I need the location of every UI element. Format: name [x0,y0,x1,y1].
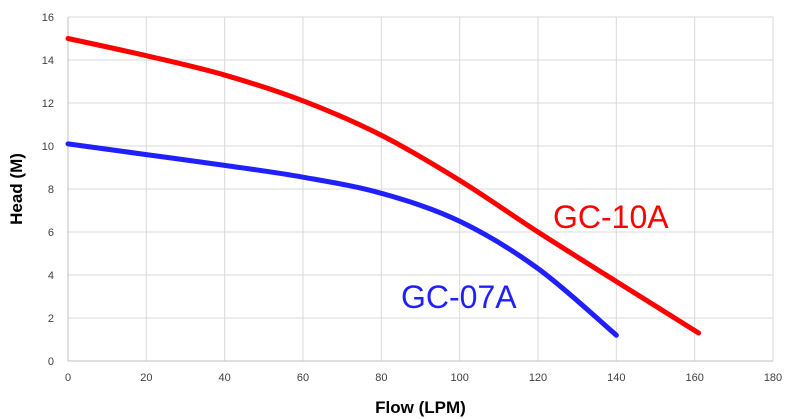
y-tick-label: 12 [42,98,54,110]
y-tick-label: 2 [48,313,54,325]
y-tick-label: 0 [48,356,54,368]
series-lines [65,36,702,338]
x-axis-title: Flow (LPM) [375,398,466,417]
series-line-gc-07a [65,141,619,338]
y-tick-labels: 0 2 4 6 8 10 12 14 16 [42,12,54,368]
series-line-gc-10a [65,36,702,336]
y-axis-title: Head (M) [7,153,26,225]
x-tick-label: 120 [529,372,547,384]
series-label-gc-10a: GC-10A [553,199,669,235]
series-labels: GC-10A GC-07A [401,199,669,315]
y-tick-label: 6 [48,227,54,239]
x-tick-label: 40 [219,372,231,384]
series-label-gc-07a: GC-07A [401,279,517,315]
y-tick-label: 16 [42,12,54,24]
x-tick-labels: 0 20 40 60 80 100 120 140 160 180 [65,372,782,384]
y-tick-label: 14 [42,55,54,67]
x-tick-label: 180 [764,372,782,384]
y-tick-label: 4 [48,270,54,282]
y-tick-label: 8 [48,184,54,196]
y-tick-label: 10 [42,141,54,153]
axes [67,17,773,362]
x-tick-label: 160 [685,372,703,384]
x-tick-label: 100 [450,372,468,384]
x-tick-label: 20 [140,372,152,384]
x-tick-label: 80 [375,372,387,384]
x-tick-label: 140 [607,372,625,384]
x-tick-label: 60 [297,372,309,384]
x-tick-label: 0 [65,372,71,384]
